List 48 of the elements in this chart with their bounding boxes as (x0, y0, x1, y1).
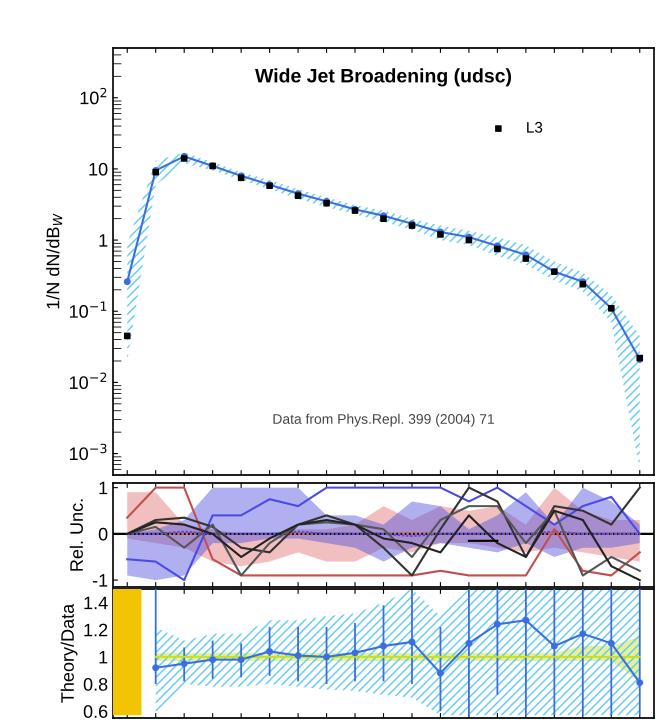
y-tick-label: 10$^{2}$ (80, 88, 106, 104)
point (380, 642, 387, 650)
y-tick-label: 1 (99, 234, 108, 247)
point (294, 652, 302, 660)
point (437, 231, 444, 238)
text: Wide Jet Broadening (udsc) (255, 68, 512, 86)
point (380, 215, 387, 222)
y-tick-label: 1.4 (84, 596, 108, 610)
y-tick-label: 10$^{−1}$ (70, 302, 106, 318)
y-tick-label: 1.2 (84, 624, 108, 636)
point (580, 280, 586, 288)
point (522, 255, 530, 262)
y-axis-title: 1/N dN/dB$_{W}$ (46, 213, 62, 308)
y-tick-label: 10 (89, 162, 108, 176)
y-tick-label: 1 (99, 651, 108, 664)
point (550, 642, 558, 650)
point (323, 653, 330, 660)
point (608, 640, 615, 647)
y-tick-label: 0.8 (84, 678, 108, 691)
y-tick-label: 0 (98, 528, 108, 541)
point (266, 648, 274, 655)
point (238, 656, 245, 664)
point (238, 174, 244, 182)
point (124, 278, 131, 286)
point (636, 679, 644, 686)
y-axis-title: Theory/Data (60, 604, 78, 703)
point (124, 332, 131, 340)
point (408, 638, 416, 646)
point (436, 670, 444, 677)
annotation: Data from Phys.Repl. 399 (2004) 71 (273, 414, 494, 427)
point (494, 620, 501, 628)
point (180, 660, 188, 668)
point (209, 656, 216, 664)
point (579, 630, 586, 638)
point (180, 155, 188, 162)
legend-label: L3 (527, 122, 542, 133)
y-axis-title: Rel. Unc. (70, 500, 83, 571)
point (466, 236, 472, 244)
y-tick-label: -1 (92, 574, 108, 587)
y-tick-label: 10$^{−2}$ (70, 372, 106, 389)
point (522, 616, 530, 624)
y-tick-label: 0.6 (84, 705, 108, 718)
point (465, 640, 472, 647)
point (494, 246, 501, 252)
point (152, 664, 160, 672)
point (352, 649, 358, 656)
y-tick-label: 10$^{−3}$ (70, 444, 106, 460)
y-tick-label: 1 (99, 482, 108, 494)
